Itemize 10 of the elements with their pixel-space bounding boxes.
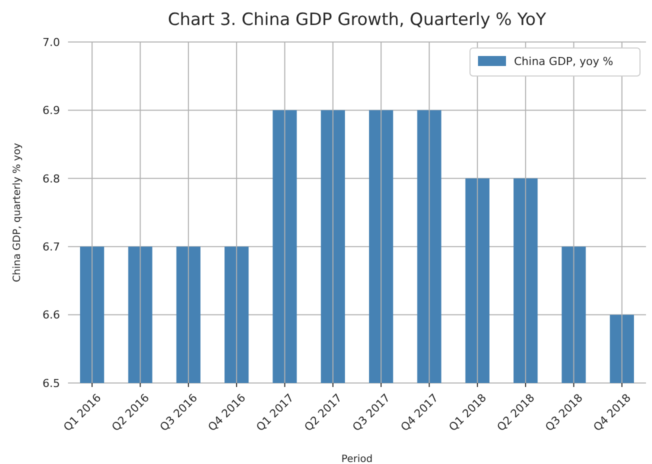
y-tick-label: 6.5 [42, 376, 60, 390]
y-tick-label: 6.9 [42, 104, 60, 118]
x-axis-title: Period [341, 454, 373, 464]
y-tick-label: 6.7 [42, 240, 60, 254]
y-tick-label: 6.6 [42, 308, 60, 322]
y-tick-label: 7.0 [42, 36, 60, 49]
y-tick-label: 6.8 [42, 172, 60, 186]
y-axis-title: China GDP, quarterly % yoy [12, 142, 23, 282]
chart-title: Chart 3. China GDP Growth, Quarterly % YoY [168, 10, 547, 30]
legend-label: China GDP, yoy % [514, 54, 614, 68]
